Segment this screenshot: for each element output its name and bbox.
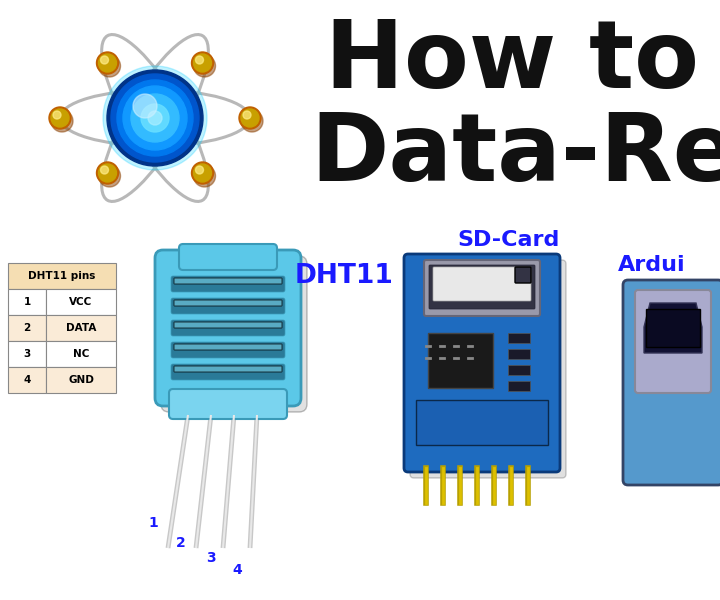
FancyBboxPatch shape (46, 315, 116, 341)
Text: 3: 3 (206, 551, 216, 565)
Circle shape (133, 94, 157, 118)
FancyBboxPatch shape (46, 341, 116, 367)
Polygon shape (644, 303, 702, 353)
Text: Ardui: Ardui (618, 255, 685, 275)
Text: 4: 4 (232, 563, 242, 577)
FancyBboxPatch shape (171, 320, 285, 336)
Circle shape (111, 74, 199, 162)
Text: Data-Rec: Data-Rec (310, 109, 720, 201)
Text: SD-Card: SD-Card (457, 230, 559, 250)
Circle shape (131, 94, 179, 142)
Text: 4: 4 (23, 375, 31, 385)
FancyBboxPatch shape (429, 265, 535, 309)
FancyBboxPatch shape (171, 298, 285, 314)
Text: GND: GND (68, 375, 94, 385)
FancyBboxPatch shape (174, 322, 282, 328)
FancyBboxPatch shape (508, 349, 530, 359)
Text: 2: 2 (176, 536, 186, 550)
Circle shape (51, 110, 73, 132)
FancyBboxPatch shape (424, 260, 540, 316)
Text: DHT11 pins: DHT11 pins (28, 271, 96, 281)
FancyBboxPatch shape (508, 365, 530, 375)
Circle shape (192, 162, 214, 184)
Circle shape (96, 162, 119, 184)
Circle shape (196, 166, 204, 174)
Circle shape (103, 66, 207, 170)
Circle shape (239, 107, 261, 129)
Circle shape (101, 166, 109, 174)
Text: DATA: DATA (66, 323, 96, 333)
FancyBboxPatch shape (623, 280, 720, 485)
FancyBboxPatch shape (174, 344, 282, 350)
Circle shape (194, 55, 215, 77)
FancyBboxPatch shape (508, 333, 530, 343)
FancyBboxPatch shape (174, 366, 282, 372)
Circle shape (194, 54, 212, 72)
Circle shape (148, 111, 162, 125)
Text: How to m: How to m (325, 16, 720, 108)
Text: 3: 3 (23, 349, 31, 359)
Circle shape (99, 165, 120, 187)
FancyBboxPatch shape (410, 260, 566, 478)
FancyBboxPatch shape (8, 289, 46, 315)
Text: 1: 1 (148, 516, 158, 530)
Circle shape (192, 52, 214, 74)
FancyBboxPatch shape (428, 333, 493, 388)
FancyBboxPatch shape (646, 309, 700, 347)
Circle shape (96, 52, 119, 74)
FancyBboxPatch shape (155, 250, 301, 406)
Text: VCC: VCC (69, 297, 93, 307)
Circle shape (99, 54, 117, 72)
FancyBboxPatch shape (46, 367, 116, 393)
FancyBboxPatch shape (171, 276, 285, 292)
Circle shape (241, 109, 259, 127)
Circle shape (101, 56, 109, 64)
Circle shape (196, 56, 204, 64)
Circle shape (241, 110, 263, 132)
FancyBboxPatch shape (174, 278, 282, 284)
Circle shape (194, 164, 212, 182)
FancyBboxPatch shape (635, 290, 711, 393)
Circle shape (53, 111, 61, 119)
FancyBboxPatch shape (8, 341, 46, 367)
FancyBboxPatch shape (161, 256, 307, 412)
FancyBboxPatch shape (46, 289, 116, 315)
Circle shape (99, 55, 120, 77)
FancyBboxPatch shape (8, 263, 116, 289)
Text: 1: 1 (23, 297, 31, 307)
FancyBboxPatch shape (8, 367, 46, 393)
Circle shape (194, 165, 215, 187)
FancyBboxPatch shape (404, 254, 560, 472)
Circle shape (99, 164, 117, 182)
FancyBboxPatch shape (171, 364, 285, 380)
FancyBboxPatch shape (179, 244, 277, 270)
Circle shape (107, 70, 203, 166)
Text: 2: 2 (23, 323, 31, 333)
FancyBboxPatch shape (515, 267, 531, 283)
FancyBboxPatch shape (169, 389, 287, 419)
Text: NC: NC (73, 349, 89, 359)
FancyBboxPatch shape (171, 342, 285, 358)
Circle shape (117, 80, 193, 156)
FancyBboxPatch shape (174, 300, 282, 306)
FancyBboxPatch shape (8, 315, 46, 341)
Circle shape (123, 86, 187, 150)
Circle shape (243, 111, 251, 119)
Text: DHT11: DHT11 (295, 263, 394, 289)
Circle shape (49, 107, 71, 129)
Circle shape (51, 109, 69, 127)
FancyBboxPatch shape (508, 381, 530, 391)
Circle shape (141, 104, 169, 132)
FancyBboxPatch shape (416, 400, 548, 445)
FancyBboxPatch shape (433, 267, 531, 301)
